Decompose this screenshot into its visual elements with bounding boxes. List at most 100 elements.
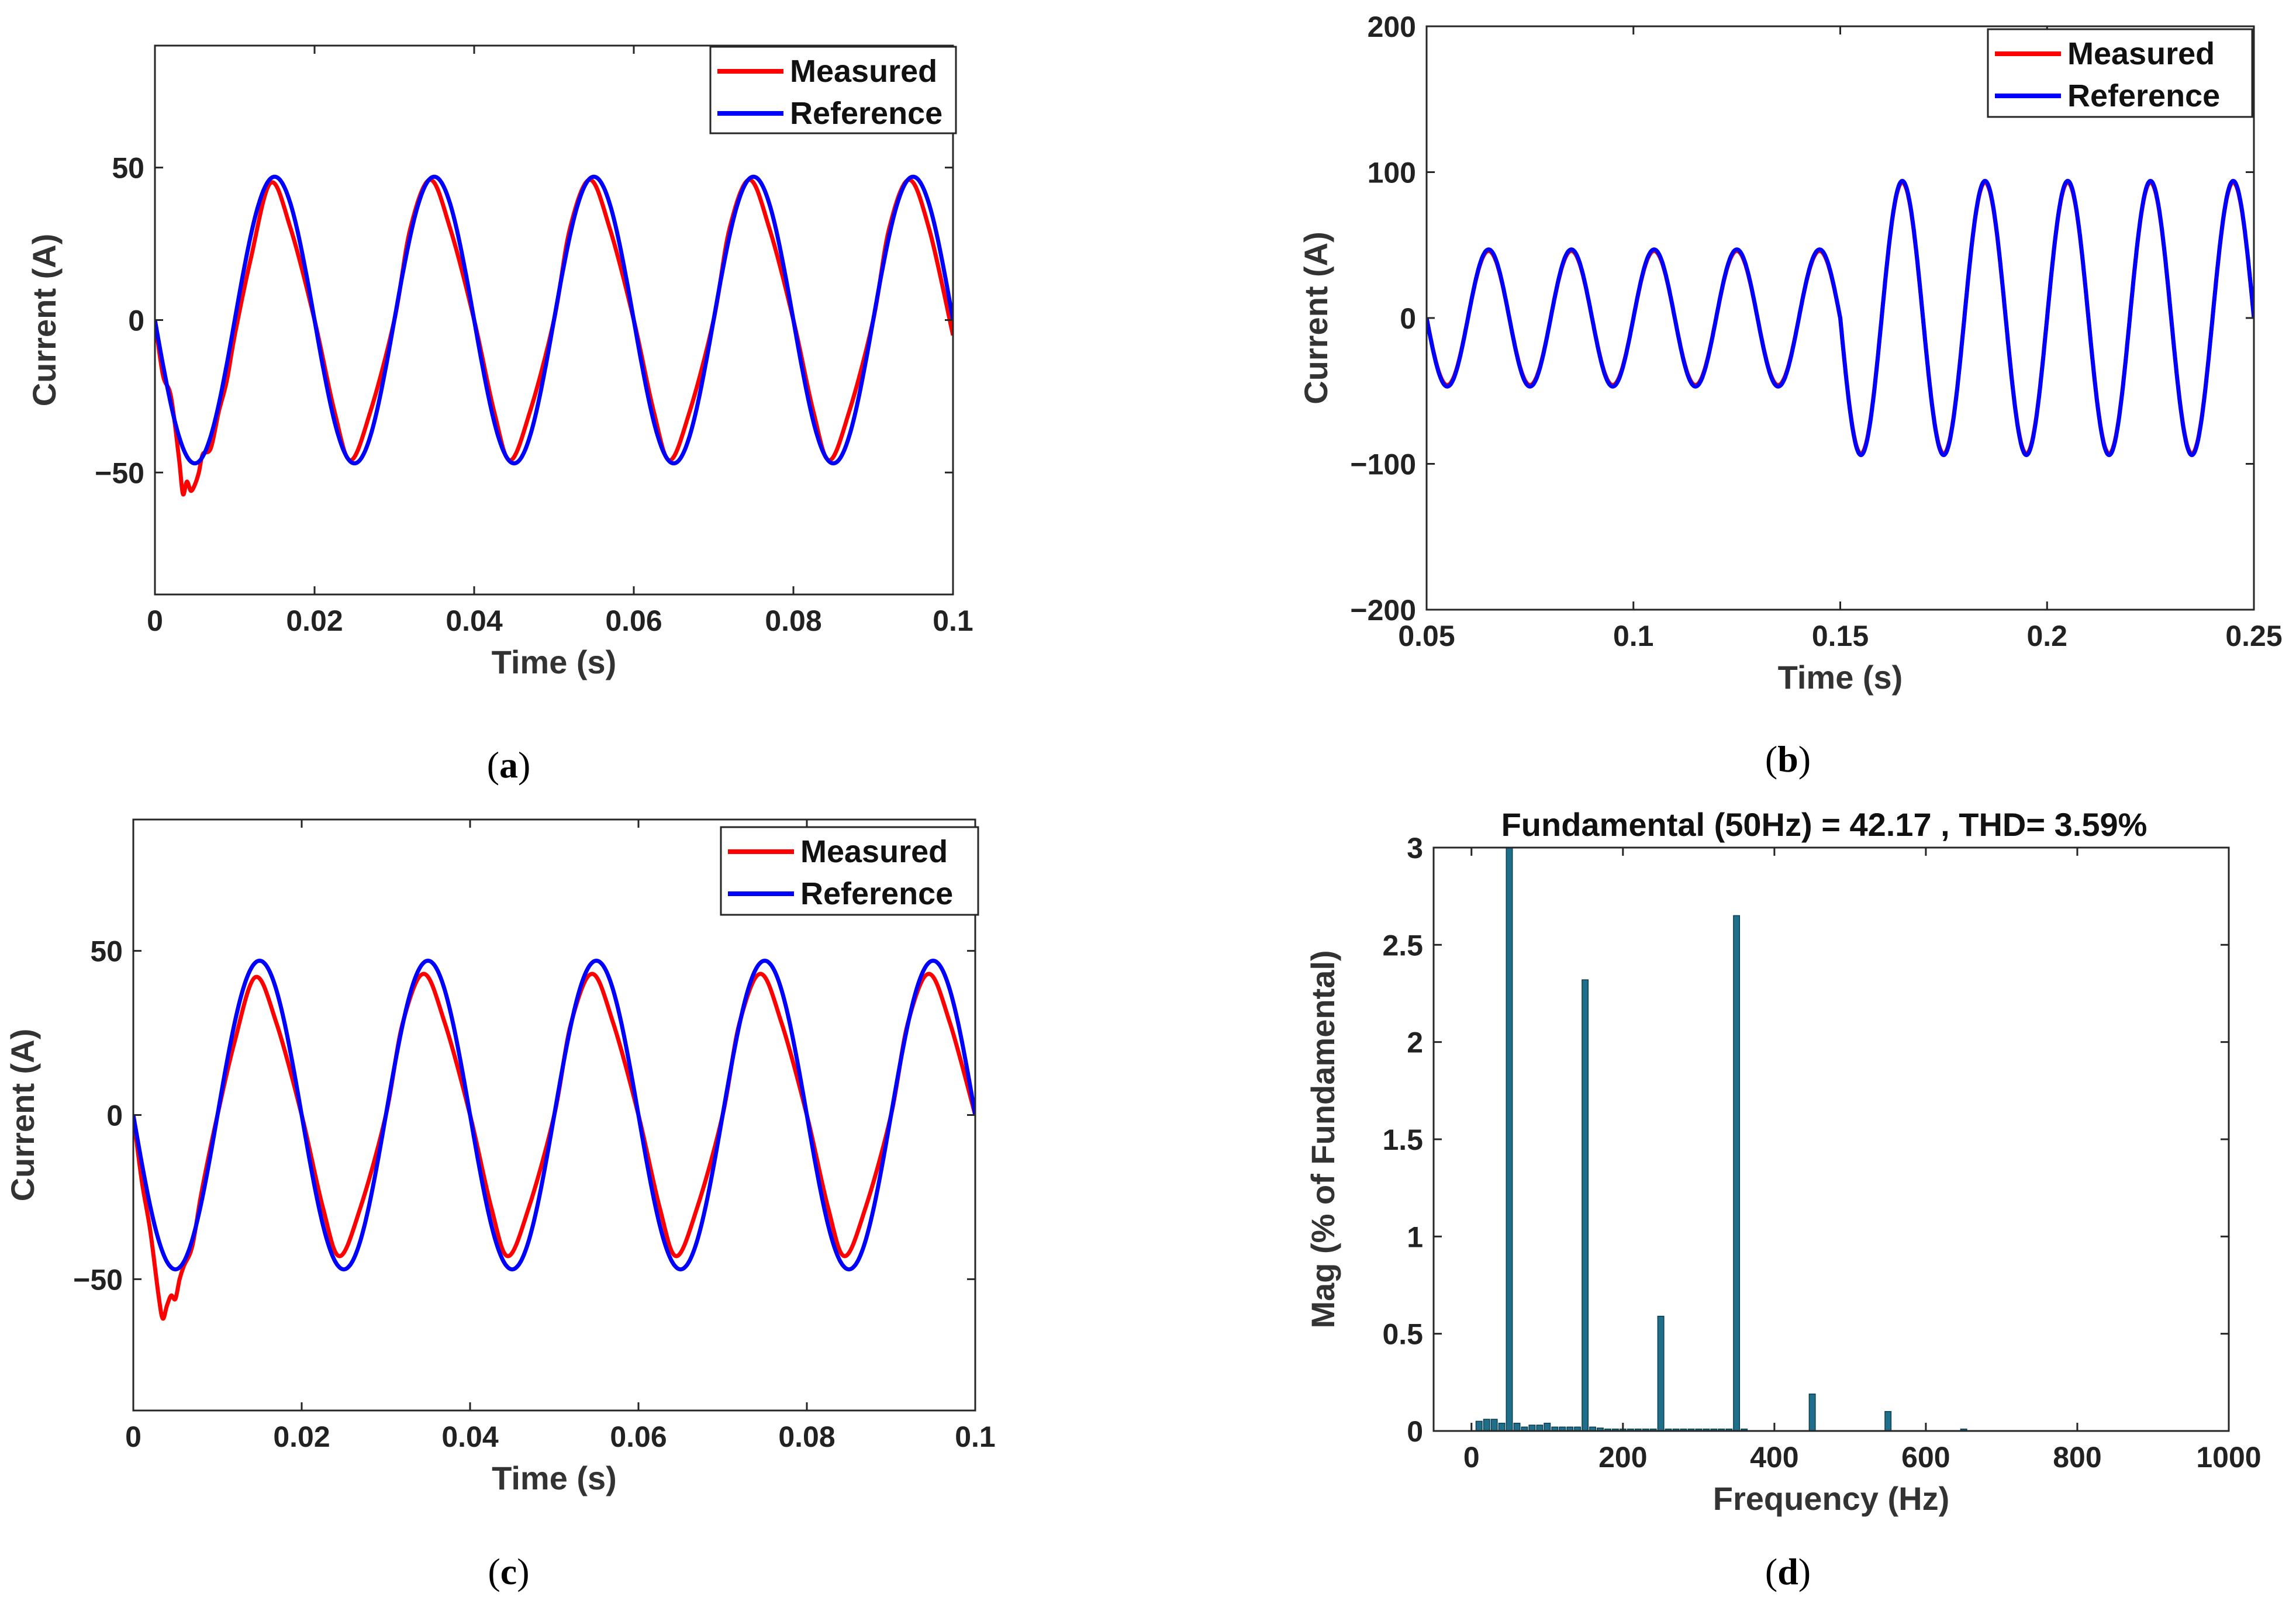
a-y-tick-label: 50 xyxy=(112,152,144,185)
b-y-ticks: −200 −100 0 100 200 xyxy=(1350,11,2254,627)
c-x-tick-label: 0.02 xyxy=(273,1420,330,1453)
b-series-group xyxy=(1427,179,2254,457)
d-x-tick-label: 400 xyxy=(1750,1441,1798,1474)
d-y-tick-label: 1.5 xyxy=(1382,1123,1423,1156)
c-panel-letter: c xyxy=(500,1551,517,1592)
a-x-tick-label: 0.08 xyxy=(765,604,821,637)
d-y-tick-label: 2.5 xyxy=(1382,929,1423,962)
d-panel-caption: (d) xyxy=(1765,1551,1811,1592)
c-panel-caption: (c) xyxy=(488,1551,529,1592)
a-panel-caption: (a) xyxy=(487,744,531,786)
b-series-reference xyxy=(1427,179,2254,457)
d-x-tick-label: 600 xyxy=(1901,1441,1950,1474)
b-legend-entry-measured: Measured xyxy=(2067,36,2215,71)
c-x-tick-label: 0 xyxy=(125,1420,141,1453)
d-bar xyxy=(1733,915,1741,1432)
d-bar xyxy=(1475,1420,1483,1432)
a-x-tick-label: 0.02 xyxy=(286,604,343,637)
c-legend-entry-measured: Measured xyxy=(800,834,948,869)
a-legend-box xyxy=(709,46,957,134)
c-series-group xyxy=(133,959,975,1321)
a-x-tick-label: 0.1 xyxy=(933,604,973,637)
a-x-tick-label: 0.06 xyxy=(605,604,662,637)
d-bar xyxy=(1884,1411,1892,1432)
c-y-ticks: −50 0 50 xyxy=(73,935,975,1296)
d-y-ticks: 0 0.5 1 1.5 2 2.5 3 xyxy=(1382,832,2229,1448)
d-bar xyxy=(1657,1315,1665,1432)
d-bar xyxy=(1808,1394,1816,1432)
b-legend-box xyxy=(1987,28,2253,118)
d-panel-letter: d xyxy=(1777,1551,1798,1592)
d-y-tick-label: 1 xyxy=(1407,1221,1423,1253)
c-legend-box xyxy=(720,826,979,916)
d-x-tick-label: 200 xyxy=(1598,1441,1647,1474)
b-panel-letter: b xyxy=(1777,738,1798,780)
a-y-tick-label: −50 xyxy=(95,457,144,489)
a-panel-letter: a xyxy=(499,744,518,786)
a-series-group xyxy=(155,174,953,497)
a-series-reference xyxy=(155,174,953,466)
d-bar xyxy=(1582,979,1589,1432)
d-y-tick-label: 3 xyxy=(1407,832,1423,865)
c-y-tick-label: −50 xyxy=(73,1263,123,1296)
a-y-tick-label: 0 xyxy=(128,305,144,337)
b-y-tick-label: −100 xyxy=(1350,448,1416,481)
c-plot-area xyxy=(133,959,975,1321)
a-x-tick-label: 0 xyxy=(147,604,163,637)
d-x-ticks: 0 200 400 600 800 1000 xyxy=(1463,848,2262,1474)
d-bar xyxy=(1506,847,1513,1432)
c-x-tick-label: 0.06 xyxy=(610,1420,667,1453)
b-x-ticks: 0.05 0.1 0.15 0.2 0.25 xyxy=(1398,26,2283,652)
a-y-ticks: −50 0 50 xyxy=(95,152,953,489)
d-x-tick-label: 0 xyxy=(1463,1441,1480,1474)
c-y-axis-label: Current (A) xyxy=(4,1029,41,1202)
panel-d: Fundamental (50Hz) = 42.17 , THD= 3.59% … xyxy=(1304,806,2262,1592)
b-x-tick-label: 0.1 xyxy=(1613,620,1654,652)
b-legend-entry-reference: Reference xyxy=(2067,78,2220,113)
c-x-tick-label: 0.04 xyxy=(441,1420,499,1453)
panel-a: 0 0.02 0.04 0.06 0.08 0.1 −50 0 50 Time (s) Cur… xyxy=(26,44,973,786)
b-x-tick-label: 0.2 xyxy=(2026,620,2067,652)
d-y-tick-label: 2 xyxy=(1407,1026,1423,1059)
c-x-tick-label: 0.1 xyxy=(955,1420,996,1453)
c-legend-entry-reference: Reference xyxy=(800,876,953,911)
d-y-axis-label: Mag (% of Fundamental) xyxy=(1304,950,1341,1328)
a-x-axis-label: Time (s) xyxy=(492,644,617,680)
b-x-tick-label: 0.05 xyxy=(1398,620,1455,652)
d-chart-title: Fundamental (50Hz) = 42.17 , THD= 3.59% xyxy=(1501,806,2147,843)
b-plot-area xyxy=(1427,179,2254,457)
b-y-tick-label: 100 xyxy=(1368,157,1416,189)
b-x-tick-label: 0.25 xyxy=(2225,620,2282,652)
b-y-axis-label: Current (A) xyxy=(1297,231,1334,405)
b-legend: Measured Reference xyxy=(1987,28,2253,118)
c-x-ticks: 0 0.02 0.04 0.06 0.08 0.1 xyxy=(125,820,996,1453)
d-bar xyxy=(1513,1422,1521,1432)
d-x-axis-label: Frequency (Hz) xyxy=(1713,1480,1950,1517)
b-y-tick-label: 0 xyxy=(1400,302,1416,335)
d-bar xyxy=(1483,1419,1490,1432)
d-bar xyxy=(1490,1419,1498,1432)
c-y-tick-label: 0 xyxy=(106,1100,123,1132)
a-y-axis-label: Current (A) xyxy=(26,234,63,407)
d-y-tick-label: 0.5 xyxy=(1382,1318,1423,1351)
b-x-axis-label: Time (s) xyxy=(1778,659,1903,696)
c-y-tick-label: 50 xyxy=(90,935,123,968)
panel-c: 0 0.02 0.04 0.06 0.08 0.1 −50 0 50 Time (s) Cur… xyxy=(4,818,996,1592)
panel-b: 0.05 0.1 0.15 0.2 0.25 −200 −100 0 100 200 Time … xyxy=(1297,11,2283,780)
d-x-tick-label: 800 xyxy=(2053,1441,2101,1474)
b-x-tick-label: 0.15 xyxy=(1812,620,1869,652)
b-y-tick-label: 200 xyxy=(1368,11,1416,43)
b-y-tick-label: −200 xyxy=(1350,594,1416,627)
c-legend: Measured Reference xyxy=(720,826,979,916)
a-legend: Measured Reference xyxy=(709,46,957,134)
c-x-axis-label: Time (s) xyxy=(492,1460,617,1496)
c-series-reference xyxy=(133,959,975,1271)
a-x-ticks: 0 0.02 0.04 0.06 0.08 0.1 xyxy=(147,46,973,637)
a-x-tick-label: 0.04 xyxy=(446,604,503,637)
d-y-tick-label: 0 xyxy=(1407,1415,1423,1448)
a-legend-entry-measured: Measured xyxy=(790,54,937,89)
d-x-tick-label: 1000 xyxy=(2196,1441,2261,1474)
b-panel-caption: (b) xyxy=(1765,738,1811,780)
a-plot-area xyxy=(155,174,953,497)
